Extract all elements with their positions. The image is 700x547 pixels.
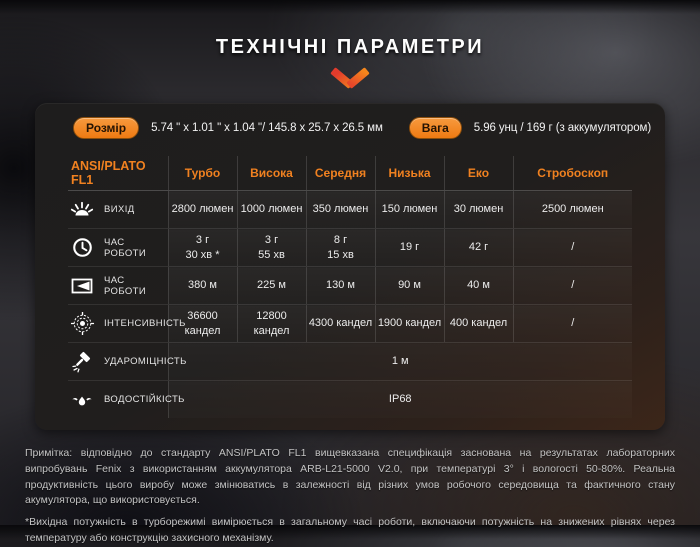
table-row: ІНТЕНСИВНІСТЬ 36600 кандел 12800 кандел 430… [68,304,632,343]
impact-icon [69,350,95,374]
spec-value-cell: 36600 кандел [167,304,237,343]
row-label: УДАРОМІЦНІСТЬ [104,356,187,367]
spec-value-cell: 8 г 15 хв [305,228,375,267]
spec-value-cell: 3 г 55 хв [236,228,306,267]
spec-value-cell: / [512,266,632,305]
table-row: ЧАС РОБОТИ 3 г 30 хв * 3 г 55 хв 8 г 15 хв 19 г… [68,228,632,267]
column-header: Еко [443,156,513,191]
spec-table: ANSI/PLATO FL1 Турбо Висока Середня Низька Ек… [68,156,632,418]
intensity-icon [69,311,95,336]
spec-value-cell: 2800 люмен [167,190,237,229]
row-label: ВОДОСТІЙКІСТЬ [104,394,185,405]
column-header: ANSI/PLATO FL1 [68,156,168,191]
row-label: ЧАС РОБОТИ [104,274,147,297]
column-header: Стробоскоп [512,156,632,191]
water-icon [69,388,95,412]
clock-icon [69,236,95,259]
table-row: УДАРОМІЦНІСТЬ 1 м [68,342,632,381]
row-label-cell: ІНТЕНСИВНІСТЬ [68,304,185,343]
weight-value: 5.96 унц / 169 г (з аккумулятором) [473,122,652,134]
spec-value-cell: 225 м [236,266,306,305]
spec-value-cell: / [512,228,632,267]
spec-value-cell: 1 м [167,342,632,381]
spec-value-cell: 380 м [167,266,237,305]
light-output-icon [69,198,95,222]
footnotes-section: Примітка: відповідно до стандарту ANSI/P… [0,430,700,547]
spec-value-cell: 12800 кандел [236,304,306,343]
column-header: Турбо [167,156,237,191]
spec-panel: Розмір 5.74 " x 1.01 " x 1.04 "/ 145.8 x… [35,103,665,430]
spec-value-cell: 19 г [374,228,444,267]
row-label-cell: ВИХІД [68,190,168,229]
table-row: ВИХІД 2800 люмен 1000 люмен 350 люмен 150 лю… [68,190,632,229]
page-title: ТЕХНІЧНІ ПАРАМЕТРИ [215,36,485,58]
chevron-right-arm [346,67,370,89]
spec-value-cell: 350 люмен [305,190,375,229]
title-section: ТЕХНІЧНІ ПАРАМЕТРИ [0,0,700,89]
table-row: ЧАС РОБОТИ 380 м 225 м 130 м 90 м 40 м / [68,266,632,305]
weight-badge: Вага [408,117,462,139]
row-label-cell: УДАРОМІЦНІСТЬ [68,342,186,381]
beam-distance-icon [69,274,95,298]
spec-value-cell: 42 г [443,228,513,267]
spec-value-cell: 150 люмен [374,190,444,229]
spec-value-cell: 2500 люмен [512,190,632,229]
spec-value-cell: 30 люмен [443,190,513,229]
size-value: 5.74 " x 1.01 " x 1.04 "/ 145.8 x 25.7 x… [151,122,383,134]
row-label: ВИХІД [104,204,135,215]
row-label-cell: ЧАС РОБОТИ [68,228,168,267]
spec-value-cell: 400 кандел [443,304,513,343]
dimensions-row: Розмір 5.74 " x 1.01 " x 1.04 "/ 145.8 x… [35,103,665,139]
spec-value-cell: 4300 кандел [305,304,375,343]
column-header: Середня [305,156,375,191]
spec-value-cell: / [512,304,632,343]
size-badge: Розмір [73,117,140,139]
spec-value-cell: 1000 люмен [236,190,306,229]
row-label-cell: ЧАС РОБОТИ [68,266,168,305]
row-label: ІНТЕНСИВНІСТЬ [104,318,186,329]
column-header: Низька [374,156,444,191]
chevron-down-icon [330,67,370,89]
footnote-turbo: *Вихідна потужність в турборежимі вимірю… [25,516,675,544]
spec-value-cell: 40 м [443,266,513,305]
row-label-cell: ВОДОСТІЙКІСТЬ [68,381,184,419]
footnote-standard: Примітка: відповідно до стандарту ANSI/P… [25,447,675,507]
table-header-row: ANSI/PLATO FL1 Турбо Висока Середня Низька Ек… [68,156,632,191]
column-header: Висока [236,156,306,191]
spec-value-cell: 3 г 30 хв * [167,228,237,267]
row-label: ЧАС РОБОТИ [104,236,147,259]
spec-value-cell: 90 м [374,266,444,305]
spec-value-cell: 130 м [305,266,375,305]
spec-value-cell: IP68 [167,380,632,418]
spec-value-cell: 1900 кандел [374,304,444,343]
table-row: ВОДОСТІЙКІСТЬ IP68 [68,380,632,419]
